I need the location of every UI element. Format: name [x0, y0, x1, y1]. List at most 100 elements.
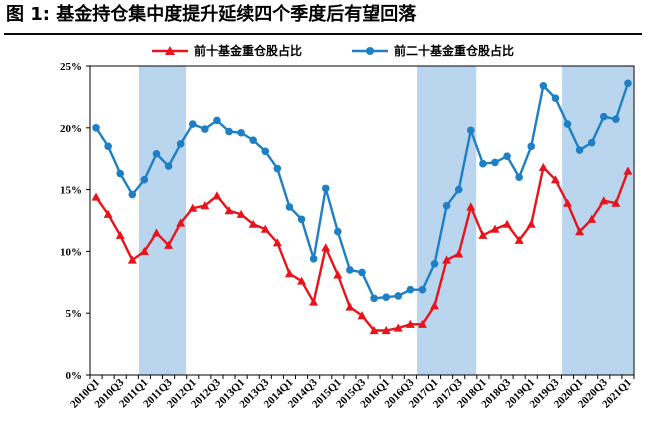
- y-tick-label: 10%: [60, 246, 82, 258]
- y-tick-label: 5%: [66, 308, 83, 320]
- data-point: [382, 293, 390, 301]
- data-point: [491, 158, 499, 167]
- data-point: [527, 142, 536, 151]
- chart-title: 图 1: 基金持仓集中度提升延续四个季度后有望回落: [6, 4, 417, 25]
- data-point: [454, 249, 464, 258]
- data-point: [587, 214, 597, 223]
- data-point: [333, 270, 343, 279]
- data-point: [442, 201, 451, 210]
- data-point: [128, 190, 137, 199]
- data-point: [261, 147, 270, 156]
- data-point: [139, 246, 149, 255]
- data-point: [284, 269, 294, 278]
- data-point: [490, 224, 500, 233]
- data-point: [104, 142, 112, 151]
- data-point: [201, 125, 209, 133]
- data-point: [188, 120, 197, 128]
- data-point: [575, 227, 585, 236]
- data-point: [430, 301, 440, 310]
- legend-item-2: 前二十基金重仓股占比: [352, 43, 514, 58]
- shaded-band-1: [138, 66, 187, 375]
- data-point: [454, 185, 463, 194]
- data-point: [587, 138, 596, 147]
- legend-marker: [165, 46, 175, 55]
- data-point: [237, 128, 245, 137]
- data-point: [623, 166, 633, 175]
- data-point: [212, 191, 222, 200]
- data-point: [321, 243, 331, 252]
- y-tick-label: 20%: [60, 123, 82, 135]
- data-point: [357, 311, 367, 320]
- data-point: [164, 240, 174, 249]
- data-point: [285, 203, 294, 211]
- data-point: [406, 285, 415, 294]
- data-point: [346, 266, 354, 274]
- data-point: [309, 255, 318, 263]
- series-2: [92, 79, 632, 303]
- data-point: [92, 124, 100, 132]
- data-point: [297, 276, 307, 285]
- data-point: [127, 255, 137, 264]
- data-point: [563, 120, 572, 128]
- data-point: [91, 192, 101, 201]
- data-point: [514, 235, 524, 244]
- data-point: [599, 112, 608, 121]
- data-point: [152, 149, 161, 158]
- data-point: [430, 259, 439, 268]
- data-point: [502, 219, 512, 228]
- title-divider: [4, 33, 642, 35]
- data-point: [478, 230, 488, 239]
- data-point: [551, 94, 560, 102]
- data-point: [417, 319, 427, 328]
- legend-marker: [366, 47, 374, 55]
- data-point: [116, 169, 125, 178]
- data-point: [539, 81, 548, 90]
- data-point: [272, 238, 282, 247]
- data-point: [225, 127, 233, 136]
- data-point: [176, 140, 185, 148]
- data-point: [515, 173, 523, 182]
- data-point: [442, 255, 452, 264]
- data-point: [575, 146, 584, 154]
- data-point: [394, 292, 403, 300]
- data-point: [538, 162, 548, 171]
- data-point: [503, 152, 511, 161]
- data-point: [381, 326, 391, 335]
- data-point: [103, 209, 113, 218]
- y-tick-label: 15%: [60, 185, 82, 197]
- y-tick-label: 25%: [60, 61, 82, 73]
- data-point: [236, 209, 246, 218]
- data-point: [321, 184, 330, 193]
- data-point: [273, 164, 282, 173]
- data-point: [151, 228, 161, 237]
- data-point: [526, 219, 536, 228]
- data-point: [370, 294, 378, 303]
- data-point: [418, 285, 427, 294]
- data-point: [467, 126, 475, 135]
- legend-label: 前十基金重仓股占比: [194, 43, 302, 58]
- data-point: [369, 326, 379, 335]
- data-point: [479, 159, 487, 168]
- data-point: [466, 202, 476, 211]
- shaded-band-3: [562, 66, 634, 375]
- data-point: [249, 136, 257, 144]
- data-point: [393, 323, 403, 332]
- data-point: [224, 206, 234, 215]
- data-point: [248, 219, 258, 228]
- data-point: [345, 302, 355, 311]
- y-tick-label: 0%: [66, 370, 83, 382]
- data-point: [188, 203, 198, 212]
- legend-item-1: 前十基金重仓股占比: [152, 43, 302, 58]
- data-point: [260, 224, 270, 233]
- data-point: [550, 175, 560, 184]
- series-1: [91, 162, 633, 335]
- plot-area-frame: [89, 65, 635, 376]
- data-point: [297, 215, 306, 224]
- data-point: [115, 230, 125, 239]
- data-point: [200, 201, 210, 210]
- data-point: [334, 227, 342, 236]
- data-point: [358, 268, 366, 277]
- data-point: [624, 79, 632, 88]
- legend-label: 前二十基金重仓股占比: [394, 43, 514, 58]
